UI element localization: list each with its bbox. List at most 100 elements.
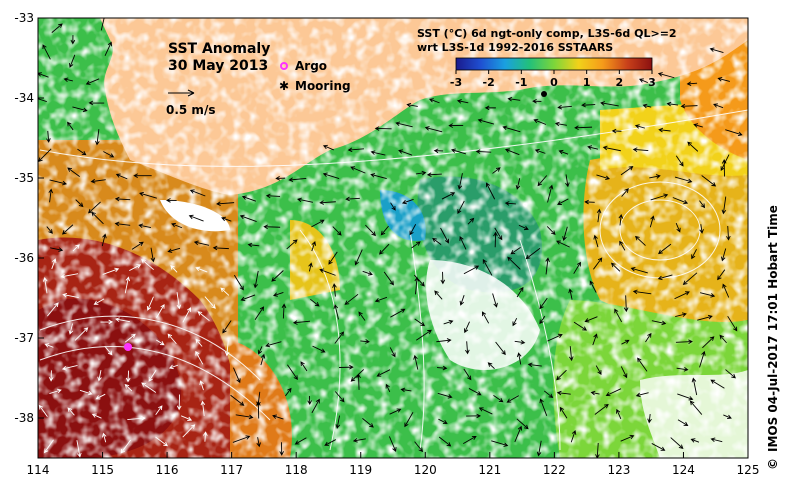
current-arrow <box>677 393 694 401</box>
current-arrow <box>247 242 260 248</box>
current-arrow <box>374 296 388 303</box>
current-arrow <box>195 350 204 365</box>
current-arrow <box>51 23 63 33</box>
current-arrow <box>518 224 529 231</box>
current-arrow <box>129 264 142 272</box>
y-axis: -33 -34 -35 -36 -37 -38 <box>14 11 44 425</box>
current-arrow <box>691 249 697 260</box>
colorbar-title-line1: SST (°C) 6d ngt-only comp, L3S-6d QL>=2 <box>417 27 677 40</box>
current-arrow <box>632 289 652 295</box>
current-arrow <box>176 394 182 411</box>
current-arrow <box>156 339 165 346</box>
current-arrow <box>48 188 54 203</box>
current-arrow <box>44 439 54 454</box>
current-arrow <box>658 243 672 255</box>
current-arrow <box>570 429 577 443</box>
current-arrow <box>677 419 689 426</box>
current-arrow <box>189 189 206 197</box>
y-tick-label: -35 <box>14 171 34 185</box>
y-tick-label: -36 <box>14 251 34 265</box>
current-arrow <box>124 276 131 294</box>
current-arrow <box>239 214 257 222</box>
current-arrow <box>257 346 263 355</box>
plot-frame <box>37 17 749 459</box>
current-arrow <box>224 340 230 357</box>
current-arrow <box>558 149 569 155</box>
current-arrow <box>675 222 681 233</box>
current-arrow <box>273 292 284 297</box>
current-arrow <box>721 196 727 215</box>
current-arrow <box>525 247 541 260</box>
x-axis: 114 115 116 117 118 119 120 121 122 123 124 125 <box>27 452 759 477</box>
current-arrow <box>324 439 337 446</box>
current-arrow <box>141 382 157 393</box>
current-arrow <box>166 198 177 203</box>
current-arrow <box>332 226 342 236</box>
current-arrow <box>93 298 105 305</box>
current-arrow <box>51 258 57 270</box>
current-arrow <box>294 437 307 445</box>
current-arrow <box>721 158 727 177</box>
current-arrow <box>311 398 320 414</box>
current-arrow <box>504 148 520 156</box>
argo-label: Argo <box>295 59 327 73</box>
current-arrow <box>726 225 731 241</box>
current-arrow <box>649 215 655 228</box>
current-arrow <box>356 373 361 390</box>
current-arrow <box>352 438 366 443</box>
current-arrow <box>125 370 131 383</box>
current-arrow <box>182 424 196 438</box>
current-arrow <box>88 100 105 106</box>
current-arrow <box>436 338 452 343</box>
current-arrow <box>512 318 518 327</box>
current-arrow <box>148 370 157 382</box>
current-arrow <box>87 201 101 214</box>
current-arrow <box>120 439 132 454</box>
current-arrow <box>335 415 341 429</box>
current-arrow <box>334 391 345 403</box>
current-arrow <box>475 149 492 154</box>
current-arrow <box>300 361 308 372</box>
current-arrow <box>328 251 338 265</box>
current-arrow <box>414 274 425 287</box>
colorbar <box>455 57 653 71</box>
current-arrow <box>339 364 354 370</box>
current-arrow <box>463 265 480 275</box>
current-arrow <box>574 125 593 131</box>
current-arrow <box>534 148 546 154</box>
current-arrow <box>686 81 698 86</box>
current-arrow <box>354 249 363 266</box>
current-arrow <box>717 77 730 82</box>
current-arrow <box>91 211 104 225</box>
current-arrow <box>593 257 603 270</box>
current-arrow <box>600 101 619 107</box>
current-arrow <box>195 338 203 347</box>
current-arrow <box>360 339 370 344</box>
velocity-scale-label: 0.5 m/s <box>166 103 215 117</box>
current-arrow <box>466 413 482 419</box>
current-arrow <box>265 193 281 199</box>
current-arrow <box>568 288 573 300</box>
current-arrow <box>358 311 366 321</box>
current-arrow <box>482 258 493 276</box>
current-arrow <box>241 195 257 202</box>
x-tick-label: 119 <box>349 463 372 477</box>
current-arrow <box>388 436 397 452</box>
current-arrow <box>74 327 89 341</box>
current-arrow <box>230 394 245 406</box>
current-arrow <box>319 200 336 205</box>
current-arrow <box>44 343 54 348</box>
current-arrow <box>49 388 62 394</box>
current-arrow <box>618 213 624 226</box>
current-arrow <box>38 72 49 78</box>
current-arrow <box>72 106 88 113</box>
current-arrow <box>596 174 611 181</box>
current-arrow <box>527 362 542 368</box>
current-arrow <box>146 296 154 311</box>
current-arrow <box>97 370 102 382</box>
current-arrow <box>621 339 630 345</box>
current-arrow <box>414 276 420 295</box>
current-arrow <box>632 147 649 152</box>
current-arrow <box>621 188 629 197</box>
current-arrow <box>437 392 453 399</box>
